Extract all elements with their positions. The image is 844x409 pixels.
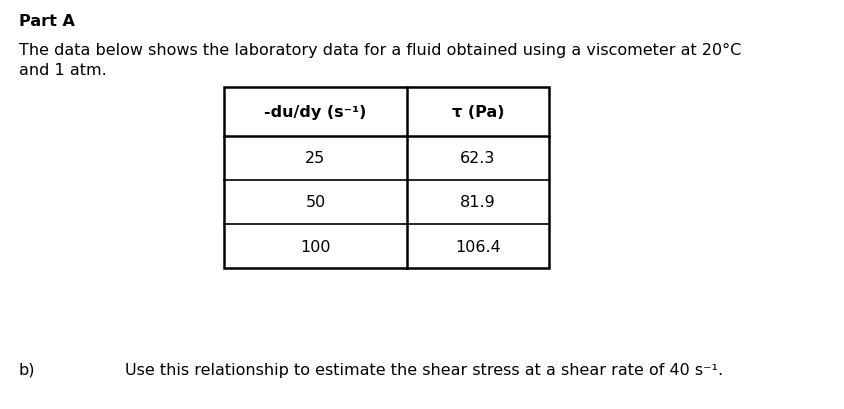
Text: 106.4: 106.4	[455, 239, 500, 254]
Text: 62.3: 62.3	[460, 151, 495, 166]
Text: The data below shows the laboratory data for a fluid obtained using a viscometer: The data below shows the laboratory data…	[19, 43, 741, 78]
Text: 100: 100	[300, 239, 331, 254]
Text: Part A: Part A	[19, 14, 74, 29]
Text: 25: 25	[306, 151, 326, 166]
Text: 81.9: 81.9	[460, 195, 495, 210]
Text: Use this relationship to estimate the shear stress at a shear rate of 40 s⁻¹.: Use this relationship to estimate the sh…	[125, 362, 723, 377]
Bar	[224, 88, 549, 269]
Text: 50: 50	[306, 195, 326, 210]
Text: -du/dy (s⁻¹): -du/dy (s⁻¹)	[264, 105, 366, 119]
Text: b): b)	[19, 362, 35, 377]
Text: τ (Pa): τ (Pa)	[452, 105, 504, 119]
